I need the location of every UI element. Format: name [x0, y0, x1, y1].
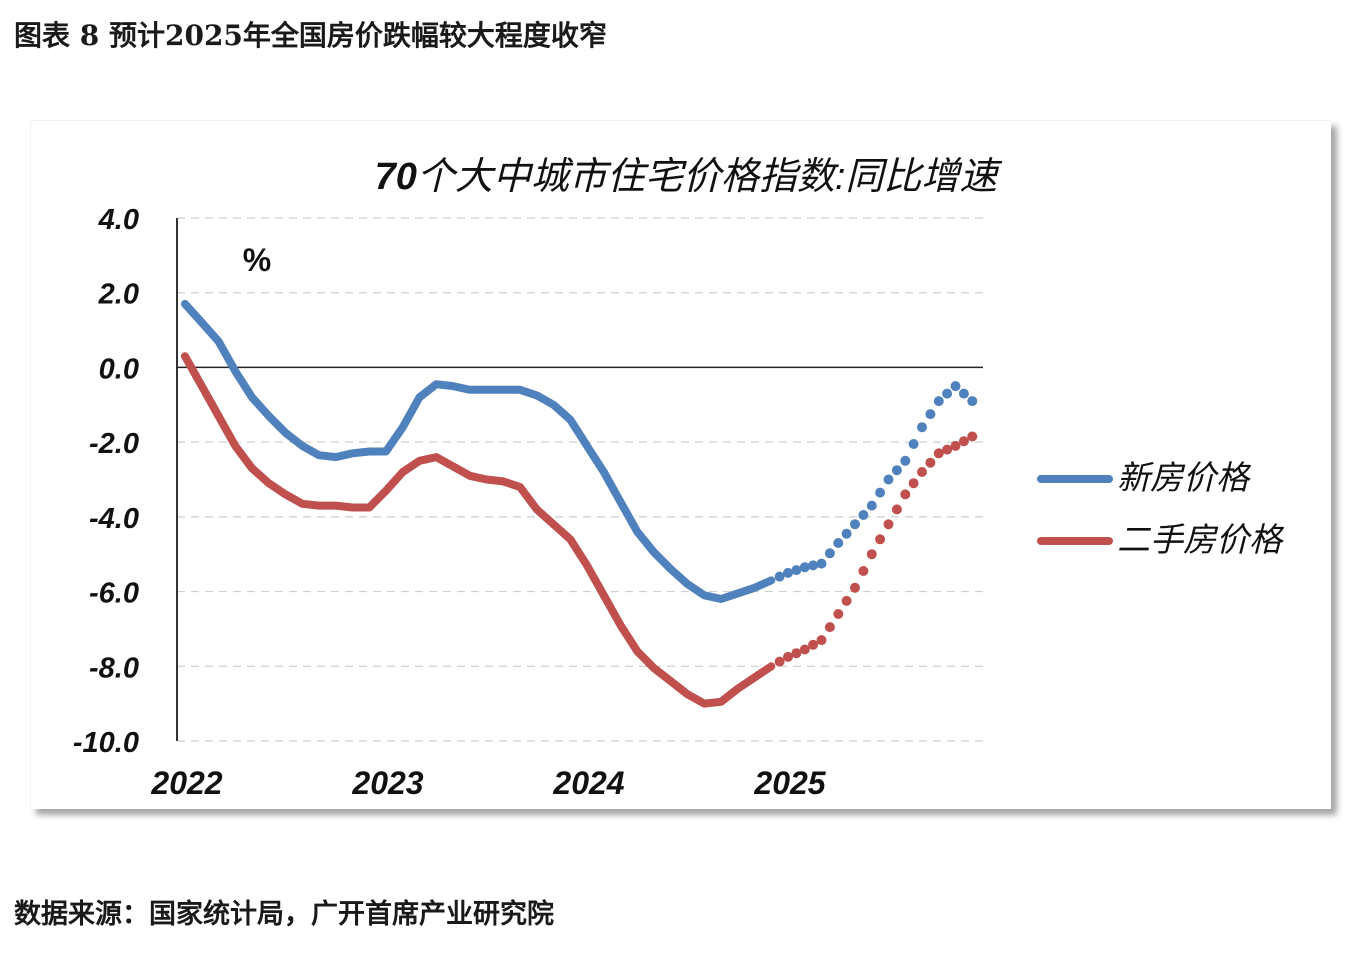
gridlines	[177, 217, 983, 742]
legend: 新房价格 二手房价格	[1037, 458, 1285, 559]
forecast-point-second-hand-homes	[883, 519, 894, 530]
series-line-second-hand-homes	[181, 352, 776, 708]
forecast-point-new-homes	[808, 560, 819, 571]
forecast-point-new-homes	[908, 439, 919, 449]
forecast-point-second-hand-homes	[933, 448, 944, 459]
forecast-point-second-hand-homes	[833, 609, 844, 619]
forecast-point-new-homes	[967, 396, 978, 407]
forecast-point-new-homes	[816, 558, 827, 569]
chart-title-text: 个大中城市住宅价格指数:同比增速	[417, 156, 1003, 198]
x-tick-label: 2023	[351, 765, 423, 801]
chart-title-number: 70	[375, 156, 417, 198]
forecast-point-new-homes	[858, 510, 869, 520]
forecast-point-second-hand-homes	[917, 467, 927, 477]
forecast-point-new-homes	[925, 409, 936, 420]
forecast-point-new-homes	[841, 528, 852, 539]
forecast-point-second-hand-homes	[791, 648, 802, 659]
forecast-point-second-hand-homes	[808, 639, 819, 650]
forecast-point-second-hand-homes	[866, 549, 877, 560]
forecast-point-second-hand-homes	[875, 534, 886, 545]
y-axis-ticks: 4.0 2.0 0.0 -2.0 -4.0 -6.0 -8.0 -10.0	[73, 204, 139, 759]
forecast-point-new-homes	[791, 565, 802, 576]
y-tick-label: -2.0	[89, 428, 139, 460]
forecast-point-new-homes	[950, 381, 961, 392]
y-tick-label: -8.0	[89, 652, 139, 684]
forecast-point-second-hand-homes	[900, 489, 911, 500]
forecast-point-new-homes	[850, 519, 860, 530]
forecast-point-new-homes	[774, 571, 785, 582]
forecast-point-second-hand-homes	[858, 566, 869, 576]
forecast-point-new-homes	[875, 487, 886, 498]
forecast-point-second-hand-homes	[841, 595, 852, 606]
legend-label-new-homes: 新房价格	[1117, 458, 1252, 497]
forecast-point-second-hand-homes	[799, 644, 810, 655]
forecast-point-second-hand-homes	[774, 656, 785, 667]
y-tick-label: -4.0	[89, 503, 139, 535]
line-chart: 70个大中城市住宅价格指数:同比增速 4.0 2.0 0.0 -2.0 -4.0 -6.0…	[73, 156, 1285, 801]
legend-label-second-hand-homes: 二手房价格	[1117, 520, 1285, 559]
chart-title: 70个大中城市住宅价格指数:同比增速	[375, 156, 1003, 198]
y-tick-label: -10.0	[73, 727, 139, 759]
forecast-point-second-hand-homes	[942, 444, 953, 455]
forecast-point-new-homes	[942, 388, 953, 399]
forecast-point-new-homes	[866, 500, 877, 511]
forecast-point-new-homes	[783, 567, 793, 578]
forecast-point-second-hand-homes	[950, 440, 961, 451]
forecast-point-second-hand-homes	[783, 651, 793, 662]
series-new-homes	[181, 299, 978, 603]
forecast-point-new-homes	[933, 396, 944, 407]
forecast-point-new-homes	[833, 538, 844, 548]
forecast-point-new-homes	[958, 388, 969, 399]
chart-frame: 70个大中城市住宅价格指数:同比增速 4.0 2.0 0.0 -2.0 -4.0 -6.0…	[30, 120, 1331, 809]
series-second-hand-homes	[181, 352, 978, 708]
y-tick-label: 0.0	[99, 353, 139, 385]
y-tick-label: -6.0	[89, 578, 139, 610]
forecast-point-second-hand-homes	[850, 582, 860, 593]
forecast-point-second-hand-homes	[967, 431, 978, 442]
series-line-new-homes	[181, 299, 776, 603]
x-tick-label: 2025	[753, 765, 826, 801]
x-axis-ticks: 2022 2023 2024 2025	[150, 765, 826, 801]
series-group	[181, 299, 978, 708]
y-tick-label: 2.0	[98, 279, 139, 311]
forecast-point-second-hand-homes	[908, 478, 919, 489]
forecast-point-second-hand-homes	[824, 622, 835, 633]
legend-item-new-homes: 新房价格	[1037, 458, 1252, 497]
forecast-point-new-homes	[891, 465, 902, 476]
forecast-point-new-homes	[900, 455, 911, 466]
forecast-point-second-hand-homes	[925, 457, 936, 468]
figure-title: 图表 8 预计2025年全国房价跌幅较大程度收窄	[14, 19, 607, 52]
data-source-note: 数据来源：国家统计局，广开首席产业研究院	[14, 899, 554, 930]
forecast-point-new-homes	[824, 548, 835, 559]
legend-item-second-hand-homes: 二手房价格	[1037, 520, 1285, 559]
forecast-point-second-hand-homes	[816, 635, 827, 646]
forecast-point-second-hand-homes	[891, 504, 902, 515]
unit-label: %	[243, 242, 271, 278]
y-tick-label: 4.0	[98, 204, 139, 236]
forecast-point-new-homes	[883, 474, 894, 485]
forecast-point-second-hand-homes	[958, 436, 969, 447]
x-tick-label: 2024	[552, 765, 624, 801]
forecast-point-new-homes	[917, 422, 927, 433]
forecast-dots-second-hand-homes	[774, 431, 978, 667]
forecast-dots-new-homes	[774, 381, 978, 582]
forecast-point-new-homes	[799, 562, 810, 573]
x-tick-label: 2022	[150, 765, 222, 801]
